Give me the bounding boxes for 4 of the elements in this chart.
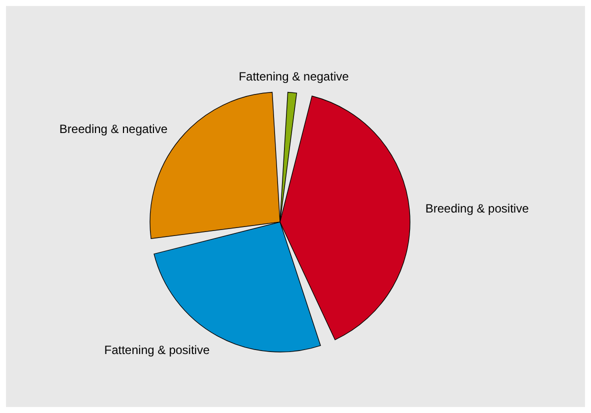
slice-label: Fattening & negative <box>238 70 350 84</box>
slice-label: Breeding & positive <box>425 201 530 216</box>
slice-label: Fattening & positive <box>104 342 210 357</box>
slice-label: Breeding & negative <box>59 122 168 136</box>
